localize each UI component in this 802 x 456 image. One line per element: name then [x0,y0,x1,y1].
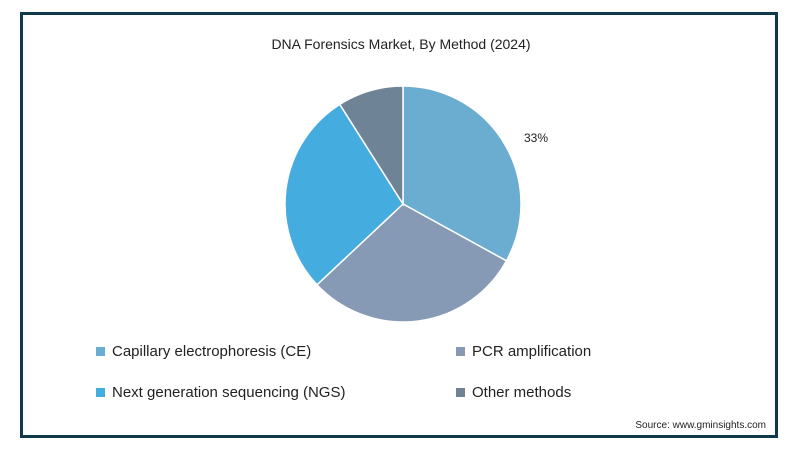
chart-title: DNA Forensics Market, By Method (2024) [271,36,531,52]
legend-swatch-pcr [456,347,465,356]
legend-label-ngs: Next generation sequencing (NGS) [112,384,346,401]
legend-label-pcr: PCR amplification [472,343,592,360]
pie-slice-ce [402,85,522,262]
legend-item-pcr: PCR amplification [456,343,591,360]
pie-slice-other [338,85,404,207]
legend-swatch-other [456,388,465,397]
legend-swatch-ce [96,347,105,356]
pie-slice-pcr [315,203,508,323]
legend-item-ngs: Next generation sequencing (NGS) [96,384,345,401]
legend-label-other: Other methods [472,384,572,401]
legend-swatch-ngs [96,388,105,397]
legend-item-ce: Capillary electrophoresis (CE) [96,343,311,360]
pie-slice-ngs [284,103,404,286]
legend-item-other: Other methods [456,384,571,401]
source-note: Source: www.gminsights.com [635,420,766,431]
data-label-ce: 33% [524,131,549,145]
legend-label-ce: Capillary electrophoresis (CE) [112,343,312,360]
